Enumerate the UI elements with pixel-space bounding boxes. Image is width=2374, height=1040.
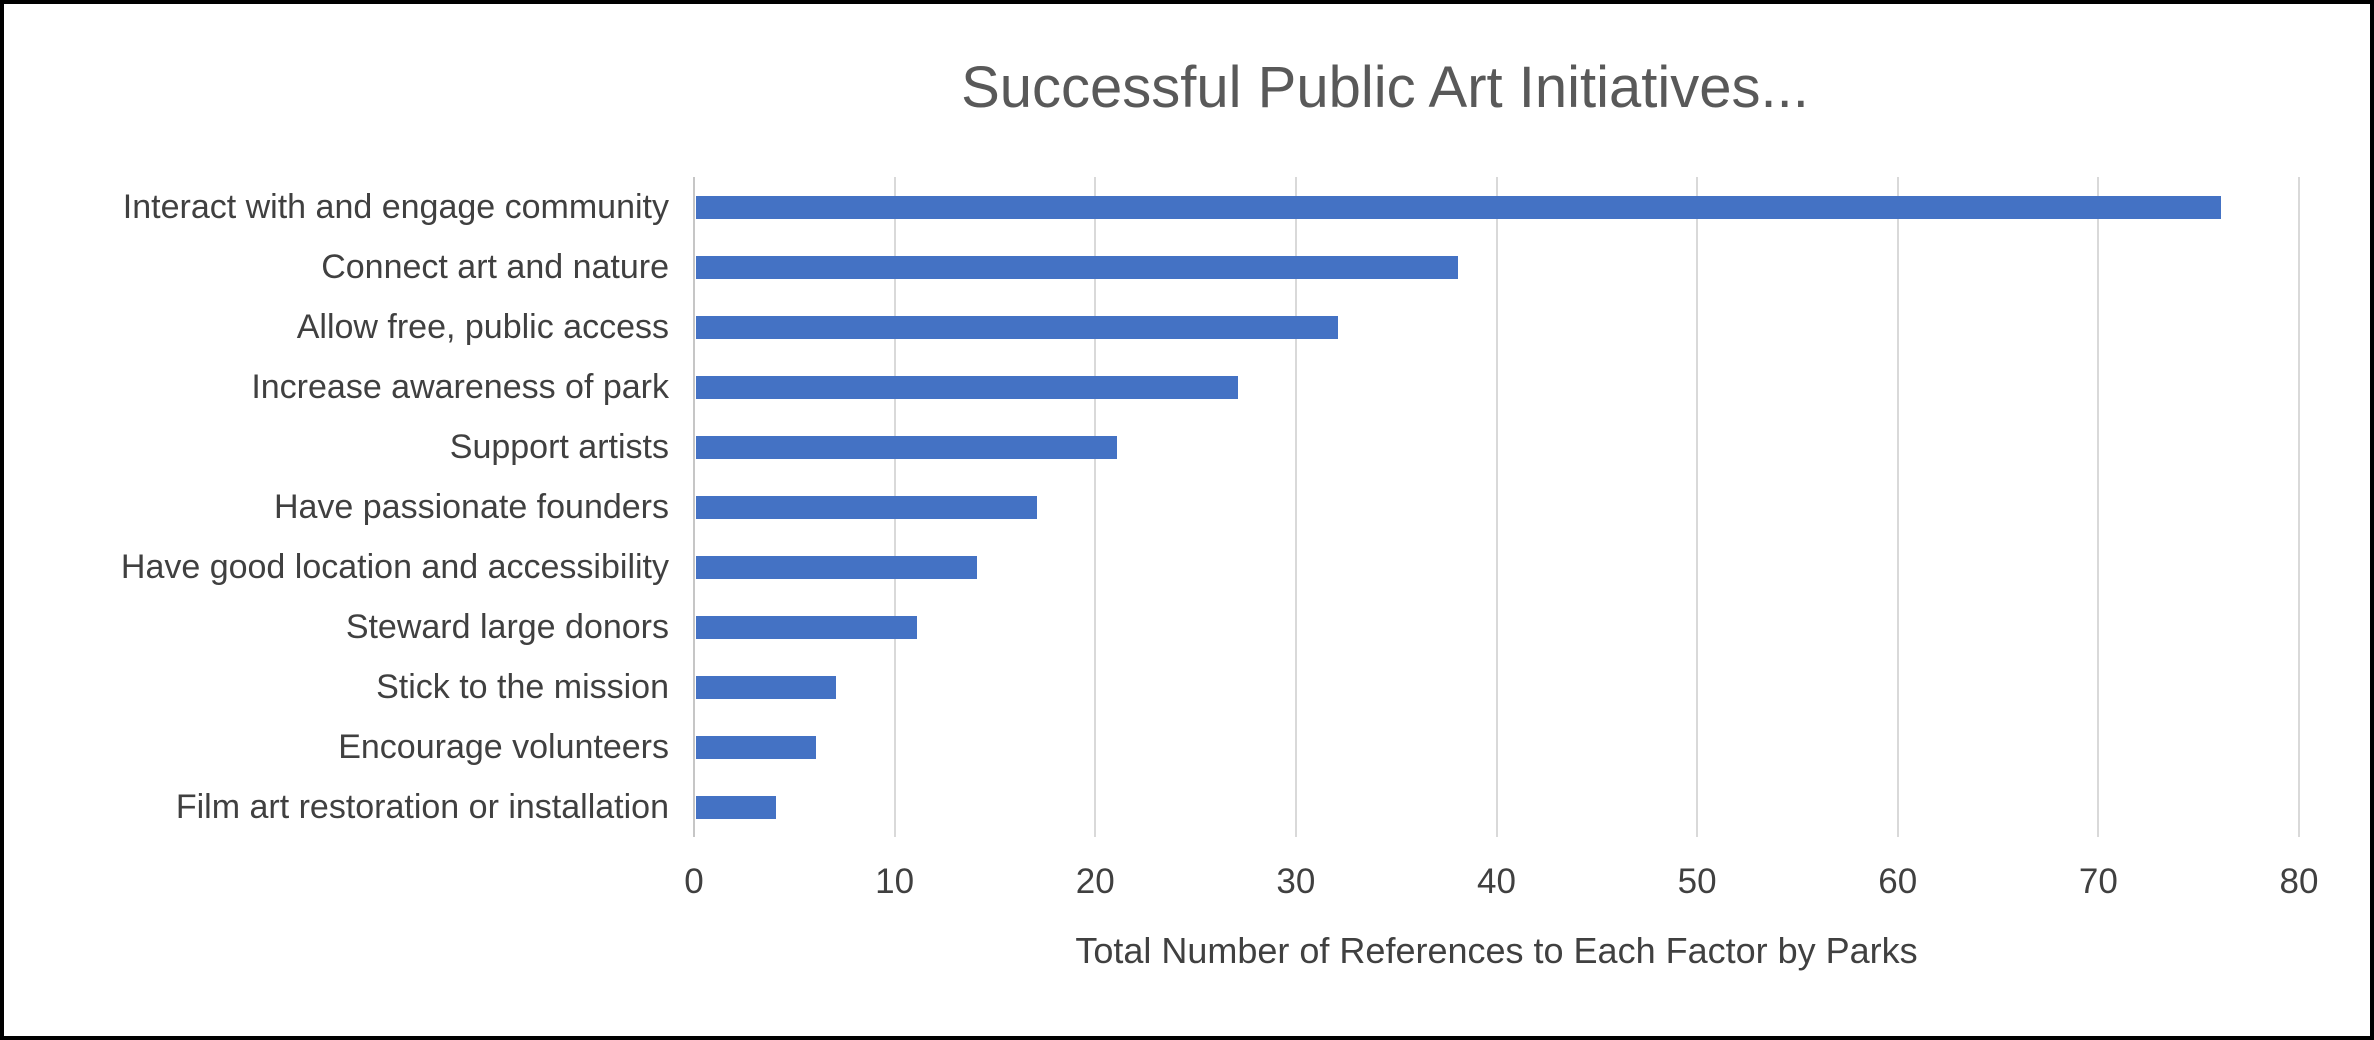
bar <box>696 195 2221 219</box>
bar <box>696 435 1118 459</box>
x-axis-title: Total Number of References to Each Facto… <box>1075 930 1918 971</box>
category-label: Increase awareness of park <box>251 367 669 406</box>
bar <box>696 495 1038 519</box>
category-label: Interact with and engage community <box>122 187 669 226</box>
category-label: Encourage volunteers <box>338 727 669 766</box>
chart-title: Successful Public Art Initiatives... <box>961 55 1809 120</box>
x-tick-label: 60 <box>1878 862 1918 901</box>
category-label: Have passionate founders <box>273 487 669 526</box>
gridline <box>1294 177 1297 837</box>
category-label: Film art restoration or installation <box>175 787 669 826</box>
category-label: Support artists <box>449 427 669 466</box>
value-axis: 0 10 20 30 40 50 60 70 80 <box>684 862 2318 908</box>
category-label: Have good location and accessibility <box>120 547 669 586</box>
gridline <box>1696 177 1699 837</box>
bar <box>696 795 777 819</box>
gridline <box>2298 177 2300 837</box>
gridline <box>1495 177 1498 837</box>
value-axis-line <box>693 177 695 837</box>
x-tick-label: 20 <box>1075 862 1115 901</box>
x-tick-label: 80 <box>2279 862 2319 901</box>
bar <box>696 615 917 639</box>
category-axis: Interact with and engage community Connec… <box>24 177 694 837</box>
category-label: Stick to the mission <box>376 667 669 706</box>
x-tick-label: 50 <box>1677 862 1717 901</box>
x-tick-label: 70 <box>2078 862 2118 901</box>
plot-area <box>693 177 2300 837</box>
gridline <box>1896 177 1899 837</box>
x-tick-label: 40 <box>1477 862 1516 901</box>
bar <box>696 735 817 759</box>
category-label: Connect art and nature <box>321 247 669 286</box>
x-tick-label: 30 <box>1276 862 1316 901</box>
bar <box>696 375 1238 399</box>
bar <box>696 555 977 579</box>
bar <box>696 255 1459 279</box>
x-tick-label: 0 <box>684 862 704 901</box>
category-label: Allow free, public access <box>296 307 669 346</box>
gridline <box>2097 177 2100 837</box>
bar <box>696 315 1338 339</box>
bar <box>696 675 837 699</box>
x-tick-label: 10 <box>875 862 915 901</box>
category-label: Steward large donors <box>345 607 669 646</box>
gridline <box>1094 177 1097 837</box>
